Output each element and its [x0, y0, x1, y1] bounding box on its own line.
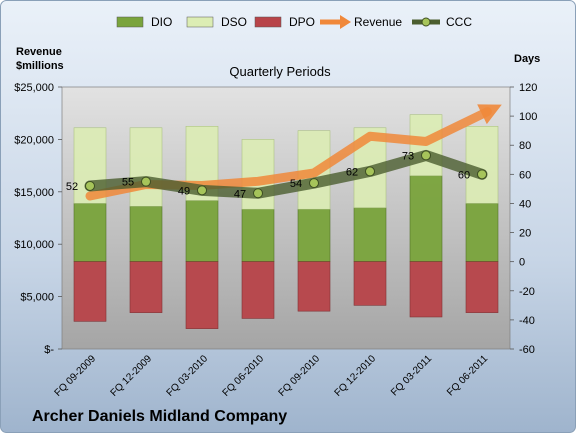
ccc-marker [421, 150, 431, 161]
legend-swatch [116, 16, 144, 28]
company-name: Archer Daniels Midland Company [32, 408, 287, 425]
plot-area [61, 86, 511, 350]
right-axis-tick-label: 20 [519, 228, 531, 240]
ccc-value-label: 73 [402, 150, 414, 162]
bar-dio [241, 208, 275, 262]
right-axis-tick-label: -20 [519, 286, 535, 298]
legend-label: DIO [151, 15, 172, 29]
bar-dpo [297, 261, 331, 312]
right-axis-tick-label: 0 [519, 257, 525, 269]
left-axis-tick-label: $10,000 [14, 239, 54, 251]
bar-dpo [73, 261, 107, 322]
chart-title: Quarterly Periods [229, 64, 331, 79]
left-axis-tick-label: $15,000 [14, 187, 54, 199]
ccc-value-label: 62 [346, 166, 358, 178]
bar-dpo [465, 261, 499, 313]
ccc-marker [197, 185, 207, 196]
legend-marker [421, 17, 431, 27]
ccc-value-label: 60 [458, 169, 470, 181]
bar-dso [241, 139, 275, 210]
left-axis-label-line1: Revenue [16, 46, 62, 58]
bar-dio [409, 175, 443, 262]
ccc-marker [309, 178, 319, 189]
right-axis-tick-label: 80 [519, 140, 531, 152]
left-axis-tick-label: $5,000 [20, 292, 54, 304]
left-axis-label-line2: $millions [16, 60, 64, 72]
bar-dio [73, 203, 107, 262]
legend-label: DPO [289, 15, 315, 29]
bar-dpo [129, 261, 163, 313]
right-axis-tick-label: 40 [519, 198, 531, 210]
ccc-value-label: 54 [290, 178, 302, 190]
ccc-value-label: 55 [122, 177, 134, 189]
right-axis-tick-label: -60 [519, 344, 535, 356]
bar-dio [297, 208, 331, 262]
bar-dpo [353, 261, 387, 306]
ccc-value-label: 49 [178, 185, 190, 197]
ccc-value-label: 52 [66, 181, 78, 193]
ccc-marker [141, 176, 151, 187]
legend-label: CCC [446, 15, 472, 29]
legend-label: DSO [221, 15, 247, 29]
legend-label: Revenue [354, 15, 402, 29]
right-axis-tick-label: 100 [519, 111, 537, 123]
bar-dio [129, 206, 163, 262]
revenue-arrowhead [477, 104, 502, 125]
ccc-marker [85, 180, 95, 191]
ccc-marker [477, 169, 487, 180]
legend-swatch [254, 16, 282, 28]
bar-dpo [185, 261, 219, 329]
left-axis-tick-label: $25,000 [14, 82, 54, 94]
left-axis-tick-label: $20,000 [14, 134, 54, 146]
ccc-marker [365, 166, 375, 177]
left-axis-tick-label: $- [44, 344, 54, 356]
right-axis-tick-label: 60 [519, 169, 531, 181]
legend-arrowhead [340, 15, 351, 29]
bar-dio [353, 207, 387, 262]
bar-dso [129, 127, 163, 207]
ccc-line [84, 149, 488, 199]
legend-swatch [186, 16, 214, 28]
ccc-marker [253, 188, 263, 199]
bar-dso [465, 126, 499, 204]
right-axis-label: Days [514, 53, 540, 65]
right-axis-tick-label: -40 [519, 315, 535, 327]
bar-dio [465, 203, 499, 262]
bar-dpo [409, 261, 443, 318]
ccc-value-label: 47 [234, 188, 246, 200]
right-axis-tick-label: 120 [519, 82, 537, 94]
bar-dpo [241, 261, 275, 319]
bar-dio [185, 200, 219, 262]
